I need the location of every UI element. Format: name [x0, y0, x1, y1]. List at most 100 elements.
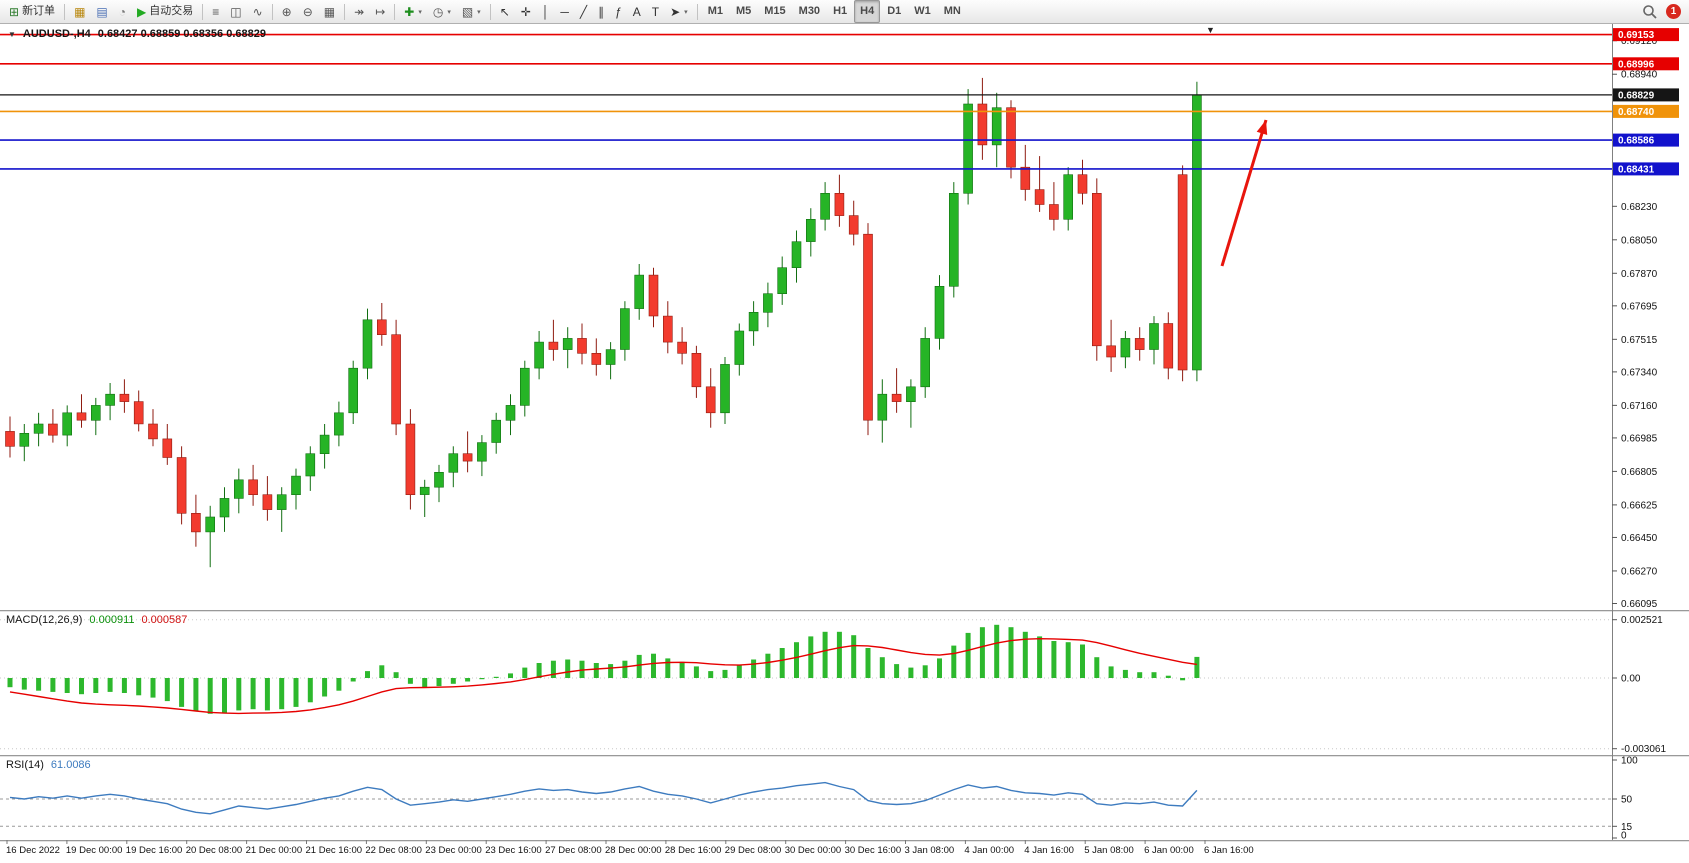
- svg-text:0.67340: 0.67340: [1621, 367, 1658, 378]
- toolbar-right: 1: [1642, 4, 1685, 20]
- main-toolbar: ⊞ 新订单 ▦ ▤ ◔ ▶ 自动交易 ≡ ◫ ∿ ⊕ ⊖ ▦ ↠ ↦ ✚ ▾ ◷ ▾ ▧ ▾ ↖ ✛ │ ─ ╱ ∥ ƒ A T ➤ ▾ M1 M…: [0, 0, 1689, 24]
- timeframe-h1-button-label: H1: [833, 5, 848, 17]
- crosshair-icon: ✛: [520, 4, 531, 19]
- candlestick-chart-button[interactable]: ◫: [225, 0, 246, 23]
- trendline-icon: ╱: [579, 4, 588, 19]
- svg-text:22 Dec 08:00: 22 Dec 08:00: [365, 845, 422, 856]
- timeframe-w1-button[interactable]: W1: [908, 0, 937, 23]
- svg-text:0.68740: 0.68740: [1618, 107, 1655, 118]
- cursor-button[interactable]: ↖: [495, 0, 515, 23]
- dropdown-caret-icon: ▾: [447, 8, 451, 16]
- svg-text:23 Dec 00:00: 23 Dec 00:00: [425, 845, 482, 856]
- svg-text:6 Jan 16:00: 6 Jan 16:00: [1204, 845, 1254, 856]
- charts-window-button[interactable]: ▦: [69, 0, 90, 23]
- svg-text:-0.003061: -0.003061: [1621, 744, 1666, 755]
- svg-text:20 Dec 08:00: 20 Dec 08:00: [186, 845, 243, 856]
- vertical-line-button[interactable]: │: [537, 0, 555, 23]
- svg-text:0.66805: 0.66805: [1621, 467, 1658, 478]
- channel-button[interactable]: ∥: [593, 0, 609, 23]
- market-watch-button[interactable]: ▤: [91, 0, 112, 23]
- timeframe-m30-button[interactable]: M30: [793, 0, 826, 23]
- svg-text:0.66270: 0.66270: [1621, 566, 1658, 577]
- charts-window-icon: ▦: [74, 4, 86, 19]
- arrows-icon: ➤: [670, 4, 681, 19]
- svg-text:50: 50: [1621, 795, 1633, 806]
- line-chart-button[interactable]: ∿: [248, 0, 268, 23]
- svg-text:0.69120: 0.69120: [1621, 36, 1658, 47]
- indicators-icon: ✚: [404, 4, 415, 19]
- svg-text:4 Jan 00:00: 4 Jan 00:00: [964, 845, 1014, 856]
- dropdown-caret-icon: ▾: [418, 8, 422, 16]
- timeframe-m15-button-label: M15: [764, 5, 786, 17]
- timeframe-mn-button[interactable]: MN: [938, 0, 967, 23]
- svg-text:0.002521: 0.002521: [1621, 615, 1663, 626]
- svg-text:0.66095: 0.66095: [1621, 599, 1658, 610]
- strategy-tester-button[interactable]: ◔: [114, 0, 131, 23]
- svg-text:29 Dec 08:00: 29 Dec 08:00: [725, 845, 782, 856]
- svg-text:0: 0: [1621, 831, 1627, 842]
- auto-scroll-button[interactable]: ↠: [349, 0, 369, 23]
- svg-text:0.67515: 0.67515: [1621, 335, 1658, 346]
- chart-shift-button[interactable]: ↦: [370, 0, 390, 23]
- one-click-trading-icon[interactable]: ▼: [8, 29, 16, 39]
- svg-text:6 Jan 00:00: 6 Jan 00:00: [1144, 845, 1194, 856]
- horizontal-line-button[interactable]: ─: [555, 0, 574, 23]
- svg-text:0.66625: 0.66625: [1621, 500, 1658, 511]
- timeframe-m15-button[interactable]: M15: [758, 0, 791, 23]
- timeframe-m30-button-label: M30: [798, 5, 821, 17]
- svg-text:30 Dec 00:00: 30 Dec 00:00: [785, 845, 842, 856]
- timeframe-h4-button[interactable]: H4: [854, 0, 881, 23]
- svg-text:100: 100: [1621, 756, 1638, 767]
- svg-text:28 Dec 16:00: 28 Dec 16:00: [665, 845, 722, 856]
- autotrading-button[interactable]: ▶ 自动交易: [132, 0, 198, 23]
- tile-windows-button[interactable]: ▦: [319, 0, 340, 23]
- bar-chart-button[interactable]: ≡: [207, 0, 224, 23]
- toolbar-separator: [696, 3, 698, 20]
- chart-canvas[interactable]: 0.69120 0.68940 0.68230 0.68050 0.67870 0.676…: [0, 24, 1689, 863]
- svg-text:0.66985: 0.66985: [1621, 433, 1658, 444]
- arrows-button[interactable]: ➤ ▾: [665, 0, 693, 23]
- cursor-icon: ↖: [499, 4, 510, 19]
- timeframe-h1-button[interactable]: H1: [827, 0, 853, 23]
- fibonacci-icon: ƒ: [615, 4, 622, 19]
- toolbar-separator: [394, 3, 396, 20]
- timeframe-m5-button[interactable]: M5: [730, 0, 757, 23]
- text-label-button[interactable]: T: [647, 0, 664, 23]
- svg-text:28 Dec 00:00: 28 Dec 00:00: [605, 845, 662, 856]
- text-button[interactable]: A: [628, 0, 646, 23]
- svg-text:0.67695: 0.67695: [1621, 301, 1658, 312]
- templates-button[interactable]: ▧ ▾: [457, 0, 486, 23]
- crosshair-button[interactable]: ✛: [516, 0, 536, 23]
- chart-shift-icon: ↦: [375, 4, 386, 19]
- svg-text:5 Jan 08:00: 5 Jan 08:00: [1084, 845, 1134, 856]
- bar-chart-icon: ≡: [212, 4, 220, 19]
- channel-icon: ∥: [598, 4, 605, 19]
- text-label-icon: T: [651, 4, 660, 19]
- search-icon[interactable]: [1642, 4, 1658, 20]
- timeframe-m1-button-label: M1: [707, 5, 723, 17]
- periods-button[interactable]: ◷ ▾: [428, 0, 456, 23]
- templates-icon: ▧: [461, 4, 474, 19]
- new-order-button-label: 新订单: [22, 5, 56, 17]
- autotrading-button-label: 自动交易: [149, 5, 194, 17]
- svg-text:0.68050: 0.68050: [1621, 235, 1658, 246]
- new-order-button[interactable]: ⊞ 新订单: [4, 0, 60, 23]
- vertical-line-icon: │: [541, 4, 550, 19]
- svg-text:4 Jan 16:00: 4 Jan 16:00: [1024, 845, 1074, 856]
- timeframe-m1-button[interactable]: M1: [702, 0, 729, 23]
- svg-text:23 Dec 16:00: 23 Dec 16:00: [485, 845, 542, 856]
- timeframe-d1-button[interactable]: D1: [881, 0, 907, 23]
- svg-text:21 Dec 00:00: 21 Dec 00:00: [246, 845, 303, 856]
- zoom-out-button[interactable]: ⊖: [298, 0, 318, 23]
- indicators-button[interactable]: ✚ ▾: [399, 0, 427, 23]
- fibonacci-button[interactable]: ƒ: [610, 0, 627, 23]
- zoom-in-button[interactable]: ⊕: [277, 0, 297, 23]
- dropdown-caret-icon: ▾: [477, 8, 481, 16]
- strategy-tester-icon: ◔: [118, 4, 126, 19]
- autotrading-icon: ▶: [137, 4, 147, 19]
- auto-scroll-icon: ↠: [354, 4, 365, 19]
- svg-text:15: 15: [1621, 822, 1633, 833]
- notification-badge[interactable]: 1: [1666, 4, 1681, 19]
- trendline-button[interactable]: ╱: [575, 0, 592, 23]
- line-chart-icon: ∿: [252, 4, 263, 19]
